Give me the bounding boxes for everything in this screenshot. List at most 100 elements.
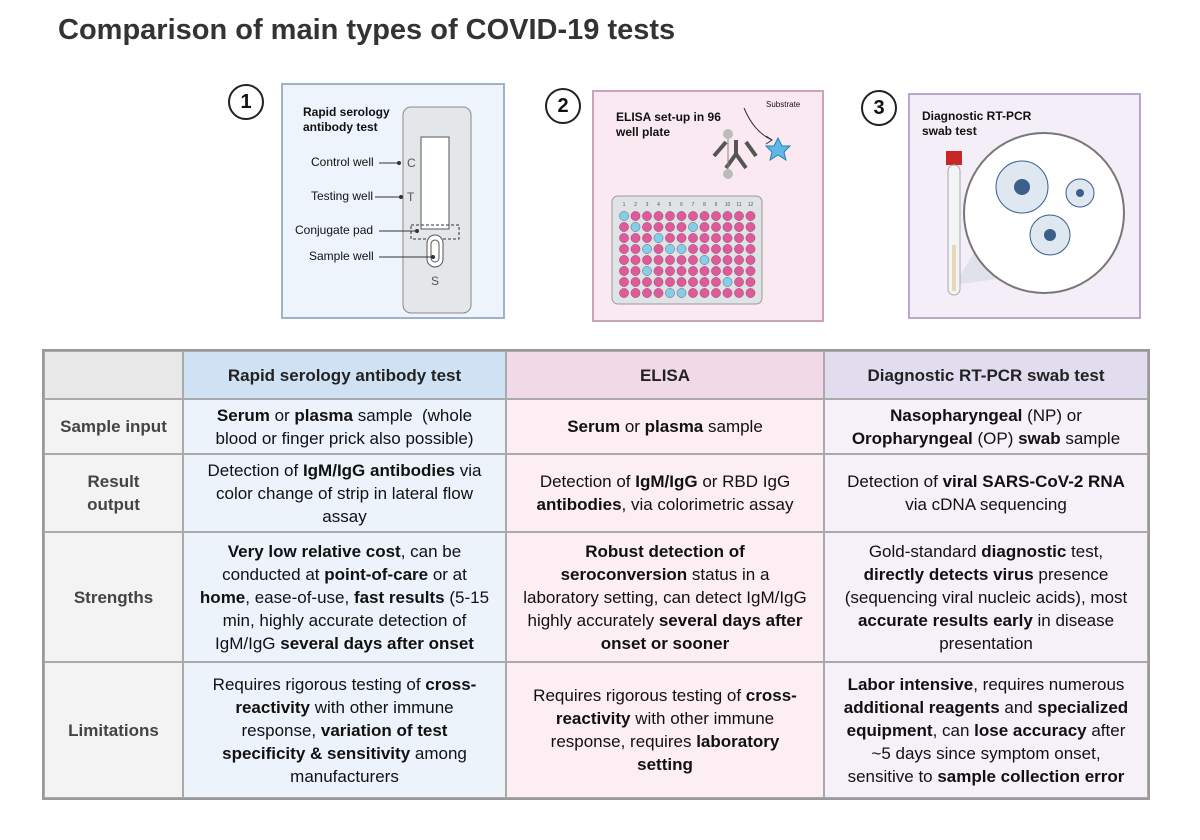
well bbox=[745, 288, 756, 298]
well bbox=[630, 244, 641, 254]
well bbox=[722, 233, 733, 243]
text-run: sample (whole blood or finger prick also… bbox=[215, 405, 477, 448]
well bbox=[619, 288, 629, 298]
well bbox=[734, 277, 744, 287]
well bbox=[734, 255, 744, 265]
well bbox=[745, 266, 756, 276]
well bbox=[676, 255, 687, 265]
text-run: Labor intensive bbox=[847, 674, 974, 694]
table-cell: Detection of IgM/IgG antibodies via colo… bbox=[183, 454, 506, 532]
well bbox=[688, 266, 698, 276]
well bbox=[665, 233, 675, 243]
well bbox=[688, 211, 698, 221]
column-header: Diagnostic RT-PCR swab test bbox=[824, 351, 1148, 399]
comparison-table: Rapid serology antibody test ELISA Diagnos… bbox=[42, 349, 1150, 800]
column-header: ELISA bbox=[506, 351, 824, 399]
well bbox=[688, 233, 698, 243]
row-label: Limitations bbox=[44, 662, 183, 798]
text-run: home bbox=[199, 587, 246, 607]
well bbox=[665, 222, 675, 232]
text-run: swab bbox=[1018, 428, 1061, 448]
well bbox=[642, 266, 652, 276]
text-run: , ease-of-use, bbox=[245, 587, 354, 607]
text-run: Serum bbox=[216, 405, 270, 425]
well bbox=[711, 211, 721, 221]
well bbox=[642, 255, 652, 265]
well bbox=[665, 244, 675, 254]
well bbox=[653, 244, 664, 254]
letter: C bbox=[407, 156, 416, 170]
well bbox=[734, 266, 744, 276]
text-run: via cDNA sequencing bbox=[905, 472, 1130, 514]
table-cell: Nasopharyngeal (NP) or Oropharyngeal (OP… bbox=[824, 399, 1148, 454]
column-number: 11 bbox=[736, 202, 741, 208]
well bbox=[745, 244, 756, 254]
text-run: Oropharyngeal bbox=[851, 428, 973, 448]
column-number: 4 bbox=[657, 202, 660, 208]
cell-text: Nasopharyngeal (NP) or Oropharyngeal (OP… bbox=[839, 404, 1133, 450]
well bbox=[630, 255, 641, 265]
well bbox=[619, 277, 629, 287]
column-number: 8 bbox=[703, 202, 706, 208]
substrate-label: Substrate bbox=[766, 100, 801, 109]
table-cell: Requires rigorous testing of cross-react… bbox=[506, 662, 824, 798]
well bbox=[653, 277, 664, 287]
column-number: 6 bbox=[680, 202, 683, 208]
text-run: , can be conducted at bbox=[222, 541, 466, 584]
table-cell: Detection of viral SARS-CoV-2 RNA via cD… bbox=[824, 454, 1148, 532]
title: Comparison of main types of COVID-19 tes… bbox=[58, 14, 676, 46]
well bbox=[676, 211, 687, 221]
panel: Rapid serology antibody test Control wel… bbox=[281, 83, 505, 319]
column-number: 9 bbox=[715, 202, 718, 208]
well bbox=[630, 211, 641, 221]
text-run: Detection of bbox=[847, 472, 943, 491]
table-cell: Serum or plasma sample bbox=[506, 399, 824, 454]
text-run: sample bbox=[1060, 428, 1121, 448]
text-run: point-of-care bbox=[324, 564, 429, 584]
table-cell: Very low relative cost, can be conducted… bbox=[183, 532, 506, 662]
well bbox=[619, 255, 629, 265]
well bbox=[676, 233, 687, 243]
cell-text: Robust detection of seroconversion statu… bbox=[521, 540, 809, 655]
well bbox=[734, 233, 744, 243]
well bbox=[711, 288, 721, 298]
text-run: , can bbox=[932, 720, 975, 740]
text-run: status in a laboratory setting, can dete… bbox=[523, 564, 812, 630]
well bbox=[688, 222, 698, 232]
part-label: Conjugate pad bbox=[295, 223, 374, 237]
text-run: variation of test specificity & sensitiv… bbox=[222, 720, 453, 763]
well bbox=[699, 266, 710, 276]
text-run: with other immune response, bbox=[241, 697, 459, 740]
text-run: or RBD IgG bbox=[697, 472, 795, 491]
well bbox=[653, 211, 664, 221]
text-run: Gold-standard bbox=[868, 541, 982, 561]
table-cell: Serum or plasma sample (whole blood or f… bbox=[183, 399, 506, 454]
text-run: (OP) bbox=[972, 428, 1019, 448]
column-number: 10 bbox=[725, 202, 731, 208]
well bbox=[688, 244, 698, 254]
well bbox=[665, 288, 675, 298]
well bbox=[653, 233, 664, 243]
well bbox=[711, 233, 721, 243]
well bbox=[722, 266, 733, 276]
cell-text: Gold-standard diagnostic test, directly … bbox=[839, 540, 1133, 655]
well bbox=[711, 244, 721, 254]
well bbox=[642, 288, 652, 298]
cell-text: Detection of IgM/IgG or RBD IgG antibodi… bbox=[521, 470, 809, 516]
well bbox=[619, 222, 629, 232]
well bbox=[653, 222, 664, 232]
well bbox=[745, 277, 756, 287]
well bbox=[722, 244, 733, 254]
table-cell: Gold-standard diagnostic test, directly … bbox=[824, 532, 1148, 662]
text-run: via color change of strip in lateral flo… bbox=[215, 460, 487, 526]
column-number: 2 bbox=[634, 202, 637, 208]
part-label: Testing well bbox=[311, 189, 374, 203]
well bbox=[722, 255, 733, 265]
text-run: with other immune response, requires bbox=[550, 709, 779, 751]
table-cell: Requires rigorous testing of cross-react… bbox=[183, 662, 506, 798]
row-label: Result output bbox=[44, 454, 183, 532]
well bbox=[711, 222, 721, 232]
well bbox=[630, 288, 641, 298]
well bbox=[642, 222, 652, 232]
